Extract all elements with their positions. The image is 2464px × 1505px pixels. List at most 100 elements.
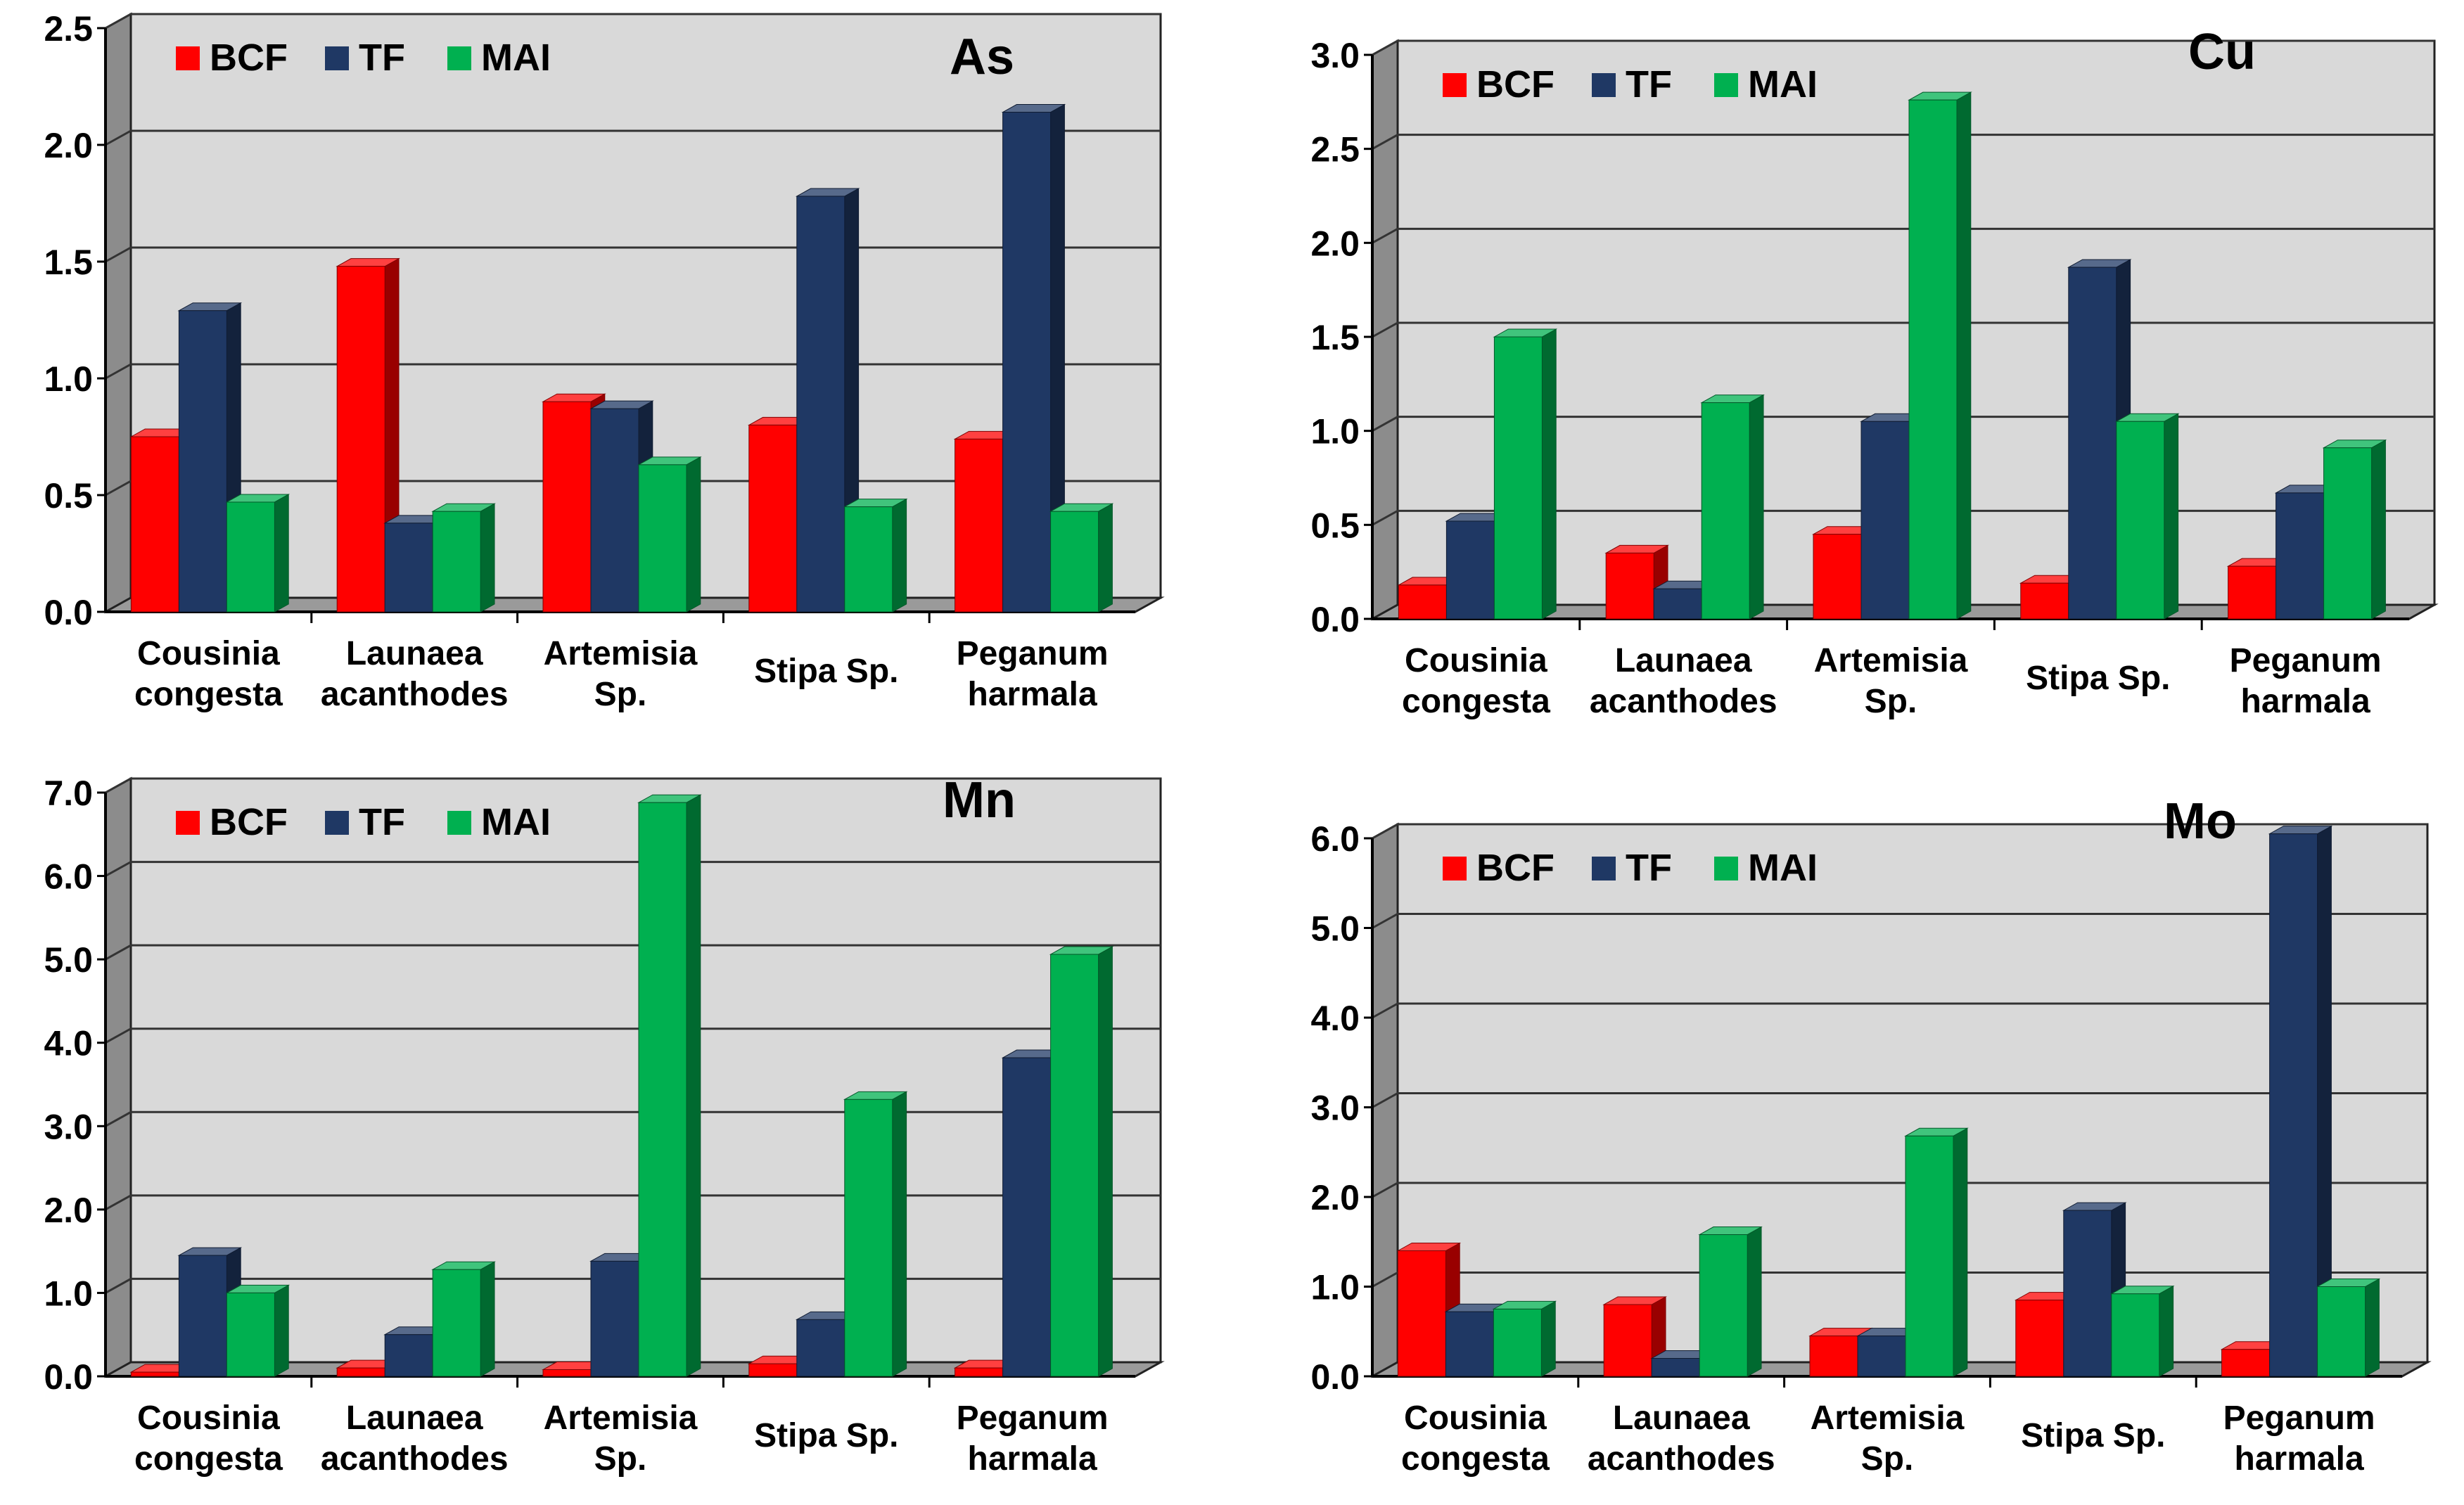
y-tick-label: 3.0: [1310, 36, 1360, 75]
x-tick-label: Sp.: [594, 1440, 647, 1478]
x-tick-label: Launaea: [1615, 642, 1752, 679]
bar-mai: [1051, 947, 1113, 1376]
x-tick-label: acanthodes: [321, 676, 509, 713]
y-tick-label: 0.5: [44, 476, 93, 515]
x-tick-label: Cousinia: [137, 1400, 280, 1437]
x-tick-label: Artemisia: [1814, 642, 1968, 679]
x-tick-label: harmala: [2235, 1440, 2364, 1478]
x-tick-label: Artemisia: [1811, 1400, 1965, 1437]
bar-mai: [639, 457, 701, 612]
svg-text:BCF: BCF: [1476, 847, 1555, 889]
x-tick-label: Launaea: [346, 1400, 483, 1437]
x-tick-label: Stipa Sp.: [754, 653, 898, 690]
x-tick-label: Launaea: [1613, 1400, 1750, 1437]
x-tick-label: acanthodes: [1588, 1440, 1775, 1478]
x-tick-label: Cousinia: [1404, 1400, 1547, 1437]
bar-mai: [845, 1091, 907, 1376]
y-tick-label: 1.0: [44, 359, 93, 399]
chart-svg: 0.0 0.5 1.0 1.5 2.0 2.5 3.0 Cousinia congesta Lau…: [1232, 0, 2464, 750]
y-tick-label: 1.0: [1310, 412, 1360, 452]
x-tick-label: Stipa Sp.: [2026, 660, 2170, 697]
y-tick-label: 2.0: [44, 1191, 93, 1230]
y-tick-label: 0.5: [1310, 506, 1360, 545]
x-tick-label: Peganum: [957, 1400, 1109, 1437]
y-tick-label: 1.0: [44, 1274, 93, 1313]
side-wall: [106, 14, 131, 612]
y-tick-label: 1.5: [44, 243, 93, 282]
y-tick-label: 2.0: [1310, 1178, 1360, 1217]
svg-text:MAI: MAI: [1748, 63, 1818, 105]
svg-text:BCF: BCF: [210, 37, 288, 79]
y-tick-label: 0.0: [44, 1357, 93, 1397]
y-tick-label: 5.0: [1310, 909, 1360, 949]
bar-mai: [1909, 92, 1971, 619]
x-tick-label: Peganum: [2223, 1400, 2375, 1437]
bar-mai: [226, 1285, 288, 1376]
chart-svg: 0.0 0.5 1.0 1.5 2.0 2.5 Cousinia congesta Launae…: [0, 0, 1232, 750]
y-tick-label: 2.0: [44, 126, 93, 165]
bar-mai: [845, 499, 907, 612]
x-tick-label: Launaea: [346, 635, 483, 672]
x-tick-label: Stipa Sp.: [2021, 1417, 2165, 1454]
x-tick-label: congesta: [1401, 1440, 1550, 1478]
x-tick-label: Peganum: [957, 635, 1109, 672]
chart-title: Mo: [2164, 793, 2237, 850]
bar-mai: [226, 494, 288, 612]
x-tick-label: Stipa Sp.: [754, 1417, 898, 1454]
bar-mai: [2318, 1279, 2380, 1377]
chart-panel-as: 0.0 0.5 1.0 1.5 2.0 2.5 Cousinia congesta Launae…: [0, 0, 1232, 750]
y-tick-label: 0.0: [44, 593, 93, 632]
x-tick-label: congesta: [134, 1440, 283, 1478]
bar-mai: [1493, 1301, 1555, 1376]
x-tick-label: harmala: [2241, 683, 2370, 720]
bar-mai: [639, 795, 701, 1376]
y-tick-label: 6.0: [1310, 819, 1360, 859]
x-tick-label: congesta: [1402, 683, 1550, 720]
svg-text:TF: TF: [359, 801, 405, 843]
svg-text:MAI: MAI: [481, 801, 551, 843]
x-tick-label: Artemisia: [544, 1400, 698, 1437]
svg-text:MAI: MAI: [481, 37, 551, 79]
x-tick-label: Artemisia: [544, 635, 698, 672]
bar-mai: [433, 504, 494, 612]
bar-mai: [2112, 1286, 2173, 1376]
svg-text:TF: TF: [1626, 63, 1672, 105]
y-tick-label: 4.0: [1310, 999, 1360, 1038]
bar-mai: [2324, 440, 2386, 619]
bar-mai: [433, 1262, 494, 1376]
x-tick-label: Cousinia: [1405, 642, 1547, 679]
bar-mai: [1702, 395, 1763, 619]
svg-text:BCF: BCF: [1476, 63, 1555, 105]
chart-title: Cu: [2188, 24, 2256, 80]
y-tick-label: 2.5: [44, 9, 93, 49]
x-tick-label: harmala: [968, 676, 1097, 713]
x-tick-label: Sp.: [1865, 683, 1917, 720]
bar-mai: [1699, 1227, 1761, 1376]
x-tick-label: acanthodes: [321, 1440, 509, 1478]
x-tick-label: Sp.: [594, 676, 647, 713]
chart-title: As: [950, 29, 1014, 85]
chart-panel-cu: 0.0 0.5 1.0 1.5 2.0 2.5 3.0 Cousinia congesta Lau…: [1232, 0, 2464, 750]
y-tick-label: 6.0: [44, 857, 93, 897]
y-tick-label: 7.0: [44, 774, 93, 813]
x-tick-label: acanthodes: [1590, 683, 1777, 720]
y-tick-label: 1.5: [1310, 318, 1360, 357]
x-tick-label: congesta: [134, 676, 283, 713]
x-tick-label: Peganum: [2230, 642, 2382, 679]
y-tick-label: 0.0: [1310, 600, 1360, 639]
x-tick-label: Cousinia: [137, 635, 280, 672]
chart-panel-mn: 0.0 1.0 2.0 3.0 4.0 5.0 6.0 7.0 Cousinia congesta…: [0, 750, 1232, 1501]
svg-text:MAI: MAI: [1748, 847, 1818, 889]
svg-text:BCF: BCF: [210, 801, 288, 843]
chart-title: Mn: [943, 772, 1016, 828]
bar-mai: [2117, 414, 2178, 619]
chart-panel-mo: 0.0 1.0 2.0 3.0 4.0 5.0 6.0 Cousinia congesta Lau…: [1232, 750, 2464, 1501]
bar-mai: [1494, 329, 1556, 619]
bar-mai: [1906, 1128, 1967, 1376]
y-tick-label: 0.0: [1310, 1357, 1360, 1397]
y-tick-label: 1.0: [1310, 1268, 1360, 1307]
x-tick-label: Sp.: [1861, 1440, 1914, 1478]
bar-mai: [1051, 504, 1113, 612]
y-tick-label: 2.5: [1310, 130, 1360, 169]
